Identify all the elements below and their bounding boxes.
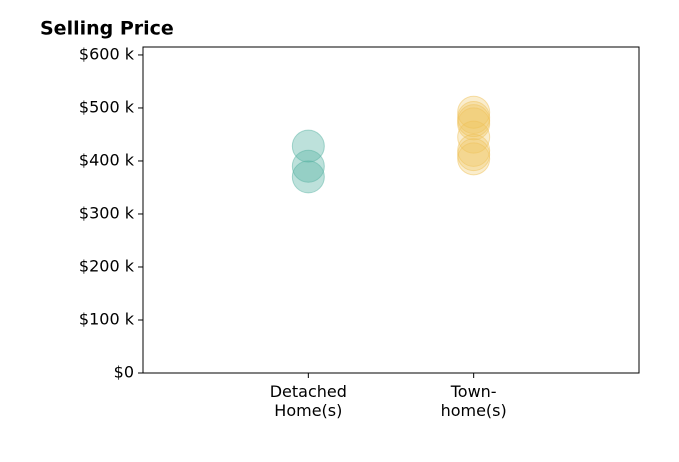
- chart-title: Selling Price: [40, 18, 174, 40]
- point: [291, 160, 325, 194]
- point: [291, 129, 325, 163]
- y-tick-label: $400 k: [79, 150, 135, 169]
- point: [457, 95, 491, 129]
- y-tick-label: $100 k: [79, 309, 135, 328]
- y-tick-label: $200 k: [79, 256, 135, 275]
- y-tick-label: $300 k: [79, 203, 135, 222]
- plot-frame: [142, 46, 640, 374]
- point: [457, 142, 491, 176]
- x-tick-label: Detached Home(s): [270, 382, 347, 420]
- point: [457, 107, 491, 141]
- x-tick-label: Town-home(s): [441, 382, 507, 420]
- y-tick-label: $600 k: [79, 44, 135, 63]
- point: [457, 138, 491, 172]
- point: [291, 149, 325, 183]
- y-tick-label: $0: [114, 363, 134, 382]
- y-tick-label: $500 k: [79, 97, 135, 116]
- point: [457, 133, 491, 167]
